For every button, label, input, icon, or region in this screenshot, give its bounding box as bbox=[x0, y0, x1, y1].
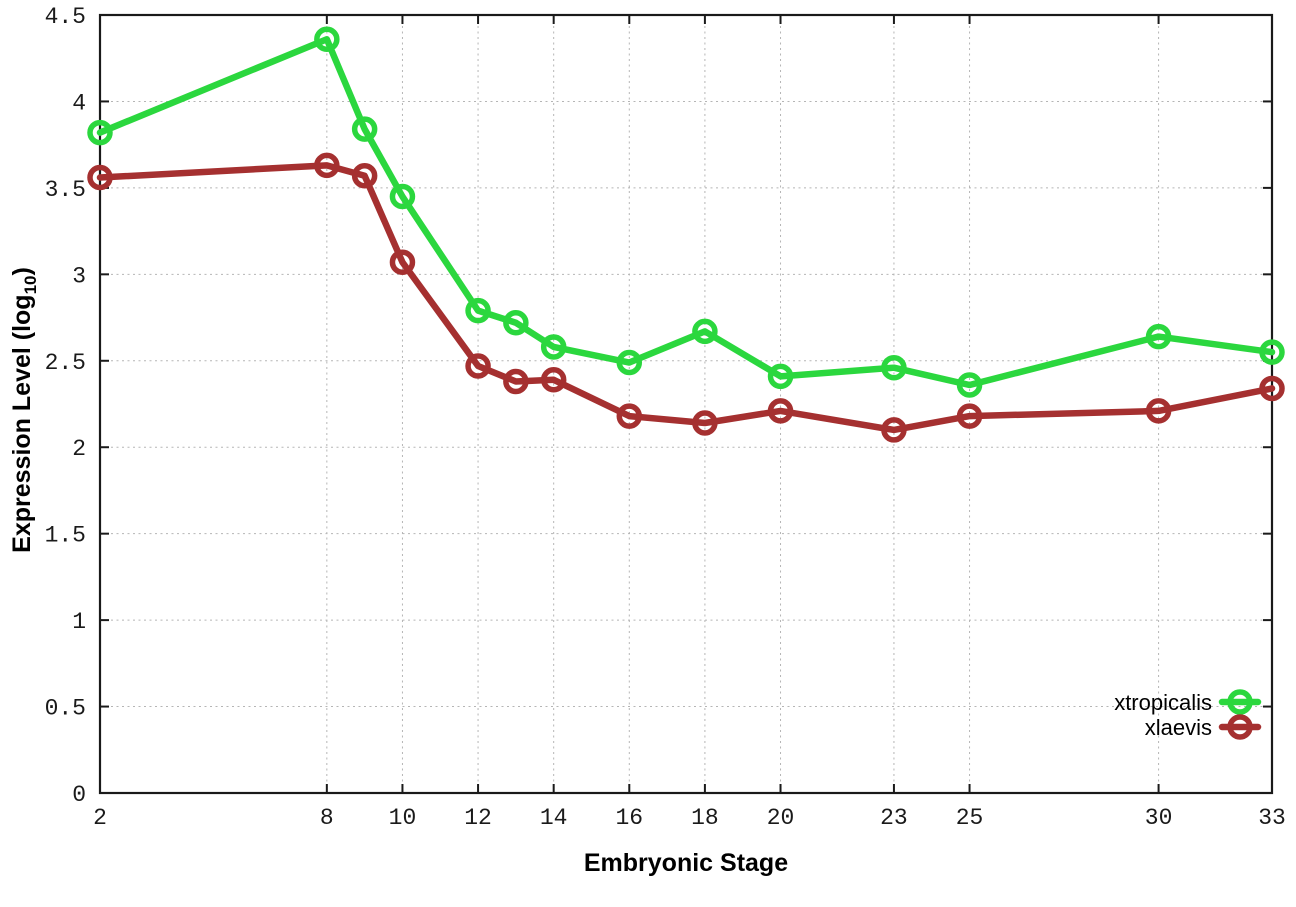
y-tick-label-3: 3 bbox=[72, 263, 86, 289]
y-axis-title-subscript: 10 bbox=[21, 275, 40, 294]
x-tick-label-12: 12 bbox=[464, 805, 492, 831]
marker-xtropicalis-14 bbox=[540, 334, 567, 360]
marker-xlaevis-12 bbox=[465, 353, 491, 379]
marker-xlaevis-8 bbox=[314, 152, 340, 179]
marker-xlaevis-20 bbox=[767, 398, 794, 424]
marker-xtropicalis-10 bbox=[389, 183, 416, 210]
y-axis-title-close: ) bbox=[8, 267, 36, 275]
x-tick-label-20: 20 bbox=[767, 805, 795, 831]
y-tick-label-2: 2 bbox=[72, 436, 86, 462]
x-tick-label-16: 16 bbox=[615, 805, 643, 831]
series-layer bbox=[87, 26, 1285, 443]
marker-xlaevis-14 bbox=[540, 367, 567, 393]
x-tick-label-18: 18 bbox=[691, 805, 719, 831]
y-tick-label-4.5: 4.5 bbox=[45, 4, 86, 30]
y-axis-title-text: Expression Level (log bbox=[8, 294, 36, 552]
marker-xlaevis-23 bbox=[881, 417, 907, 443]
series-line-xlaevis bbox=[96, 162, 1276, 434]
y-axis-title: Expression Level (log10) bbox=[8, 267, 40, 553]
x-tick-label-8: 8 bbox=[320, 805, 334, 831]
marker-xlaevis-13 bbox=[503, 368, 529, 395]
legend-marker-xlaevis bbox=[1227, 714, 1253, 740]
marker-xtropicalis-23 bbox=[881, 354, 907, 381]
marker-xtropicalis-25 bbox=[956, 372, 983, 398]
marker-xtropicalis-12 bbox=[465, 297, 491, 324]
y-tick-label-1.5: 1.5 bbox=[45, 523, 86, 549]
y-tick-label-4: 4 bbox=[72, 90, 86, 116]
series-line-xtropicalis bbox=[96, 35, 1276, 389]
y-tick-label-2.5: 2.5 bbox=[45, 350, 86, 376]
x-tick-label-30: 30 bbox=[1145, 805, 1173, 831]
axis-layer: 2 8 10 12 14 16 18 20 23 25 30 33 0 0.5 1 1.5 2 2.5 3 3.5 4 4… bbox=[45, 4, 1286, 831]
x-axis-title: Embryonic Stage bbox=[584, 849, 788, 877]
x-tick-label-25: 25 bbox=[956, 805, 984, 831]
y-tick-label-1: 1 bbox=[72, 609, 86, 635]
marker-xtropicalis-9 bbox=[351, 116, 378, 142]
y-tick-label-3.5: 3.5 bbox=[45, 177, 86, 203]
x-tick-label-33: 33 bbox=[1258, 805, 1286, 831]
marker-xtropicalis-33 bbox=[1259, 339, 1285, 365]
legend-label-xtropicalis: xtropicalis bbox=[1114, 690, 1212, 715]
marker-xtropicalis-30 bbox=[1145, 323, 1172, 350]
marker-xlaevis-30 bbox=[1145, 398, 1172, 424]
marker-xlaevis-33 bbox=[1259, 375, 1285, 402]
plot-border bbox=[98, 13, 1274, 795]
y-tick-label-0: 0 bbox=[72, 782, 86, 808]
marker-xlaevis-9 bbox=[351, 163, 378, 189]
marker-xlaevis-16 bbox=[616, 403, 643, 429]
x-tick-label-2: 2 bbox=[93, 805, 107, 831]
marker-xtropicalis-16 bbox=[616, 349, 643, 376]
marker-xtropicalis-20 bbox=[767, 363, 794, 390]
marker-xtropicalis-18 bbox=[692, 318, 718, 345]
x-tick-label-23: 23 bbox=[880, 805, 908, 831]
marker-xtropicalis-2 bbox=[87, 119, 113, 146]
legend-marker-xtropicalis bbox=[1227, 689, 1253, 715]
marker-xtropicalis-8 bbox=[314, 26, 340, 52]
legend-label-xlaevis: xlaevis bbox=[1145, 715, 1212, 740]
marker-xlaevis-25 bbox=[956, 403, 983, 429]
x-tick-label-10: 10 bbox=[389, 805, 417, 831]
marker-xlaevis-2 bbox=[87, 164, 113, 191]
marker-xlaevis-10 bbox=[389, 249, 416, 275]
y-tick-label-0.5: 0.5 bbox=[45, 696, 86, 722]
grid-layer bbox=[99, 14, 1273, 794]
marker-xlaevis-18 bbox=[692, 410, 718, 436]
marker-xtropicalis-13 bbox=[503, 309, 529, 336]
x-tick-label-14: 14 bbox=[540, 805, 568, 831]
